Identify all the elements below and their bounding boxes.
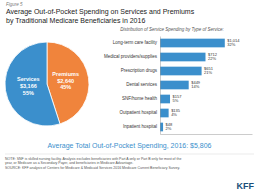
pie-slice bbox=[5, 42, 60, 126]
note: year, or Medicare as a Secondary Payer, … bbox=[5, 161, 133, 165]
tick: Prescription drugs bbox=[121, 68, 160, 73]
bar bbox=[160, 109, 169, 118]
chart: Figure 5Average Out-of-Pocket Spending o… bbox=[0, 0, 259, 194]
note: NOTE: SNF is skilled nursing facility. A… bbox=[5, 157, 181, 161]
subtitle: by Traditional Medicare Beneficiaries in… bbox=[6, 17, 145, 25]
pie bbox=[5, 42, 89, 126]
tick-label: Dental services bbox=[126, 82, 158, 87]
data-label: 32% bbox=[227, 42, 235, 47]
background bbox=[0, 0, 259, 194]
tick-label: SNF/home health bbox=[122, 96, 158, 101]
tick: Inpatient hospital bbox=[123, 124, 160, 129]
pie-label: 55% bbox=[23, 90, 34, 96]
data-label: 4% bbox=[171, 112, 177, 117]
pie-label: $3,166 bbox=[20, 83, 37, 89]
logo: KFF bbox=[237, 181, 255, 191]
tick: SNF/home health bbox=[122, 96, 160, 101]
title: Average Out-of-Pocket Spending on Servic… bbox=[6, 8, 195, 16]
tick-label: Long-term care facility bbox=[113, 40, 158, 45]
bar bbox=[160, 39, 225, 48]
bar bbox=[160, 67, 202, 76]
x-axis bbox=[161, 134, 253, 135]
pie-label: 45% bbox=[60, 84, 71, 90]
tick: Outpatient hospital bbox=[119, 110, 160, 115]
axis-line bbox=[160, 37, 161, 135]
bar-title: Distribution of Service Spending by Type… bbox=[120, 27, 224, 32]
separator bbox=[5, 154, 254, 155]
y-axis: Long-term care facility Medical providers… bbox=[104, 37, 161, 135]
tick-label: Outpatient hospital bbox=[119, 110, 157, 115]
total-label: Average Total Out-of-Pocket Spending, 20… bbox=[48, 142, 212, 150]
data-label: 22% bbox=[208, 56, 216, 61]
data-label: 14% bbox=[191, 84, 199, 89]
bar bbox=[160, 53, 205, 62]
axis-line bbox=[161, 134, 253, 135]
tick-label: Prescription drugs bbox=[121, 68, 158, 73]
bar bbox=[160, 81, 189, 90]
pie-label: Services bbox=[17, 76, 40, 82]
bars bbox=[160, 39, 225, 132]
tick: Medical providers/supplies bbox=[104, 54, 160, 59]
bar-labels: $1,01432%$71222%$65121%$44914%$1575%$135… bbox=[166, 38, 241, 132]
tick: Long-term care facility bbox=[113, 40, 160, 45]
tick-label: Medical providers/supplies bbox=[104, 54, 158, 59]
pie-label: $2,640 bbox=[57, 77, 74, 83]
bar bbox=[160, 95, 170, 104]
data-label: 5% bbox=[173, 98, 179, 103]
data-label: 21% bbox=[204, 70, 212, 75]
data-label: 2% bbox=[166, 126, 172, 131]
note: SOURCE: KFF analysis of Centers for Medi… bbox=[5, 166, 180, 170]
figure-label: Figure 5 bbox=[6, 2, 23, 7]
tick-label: Inpatient hospital bbox=[123, 124, 157, 129]
pie-labels: Premiums$2,64045% Services$3,16655% bbox=[17, 70, 79, 96]
pie-label: Premiums bbox=[52, 70, 79, 76]
tick: Dental services bbox=[126, 82, 160, 87]
